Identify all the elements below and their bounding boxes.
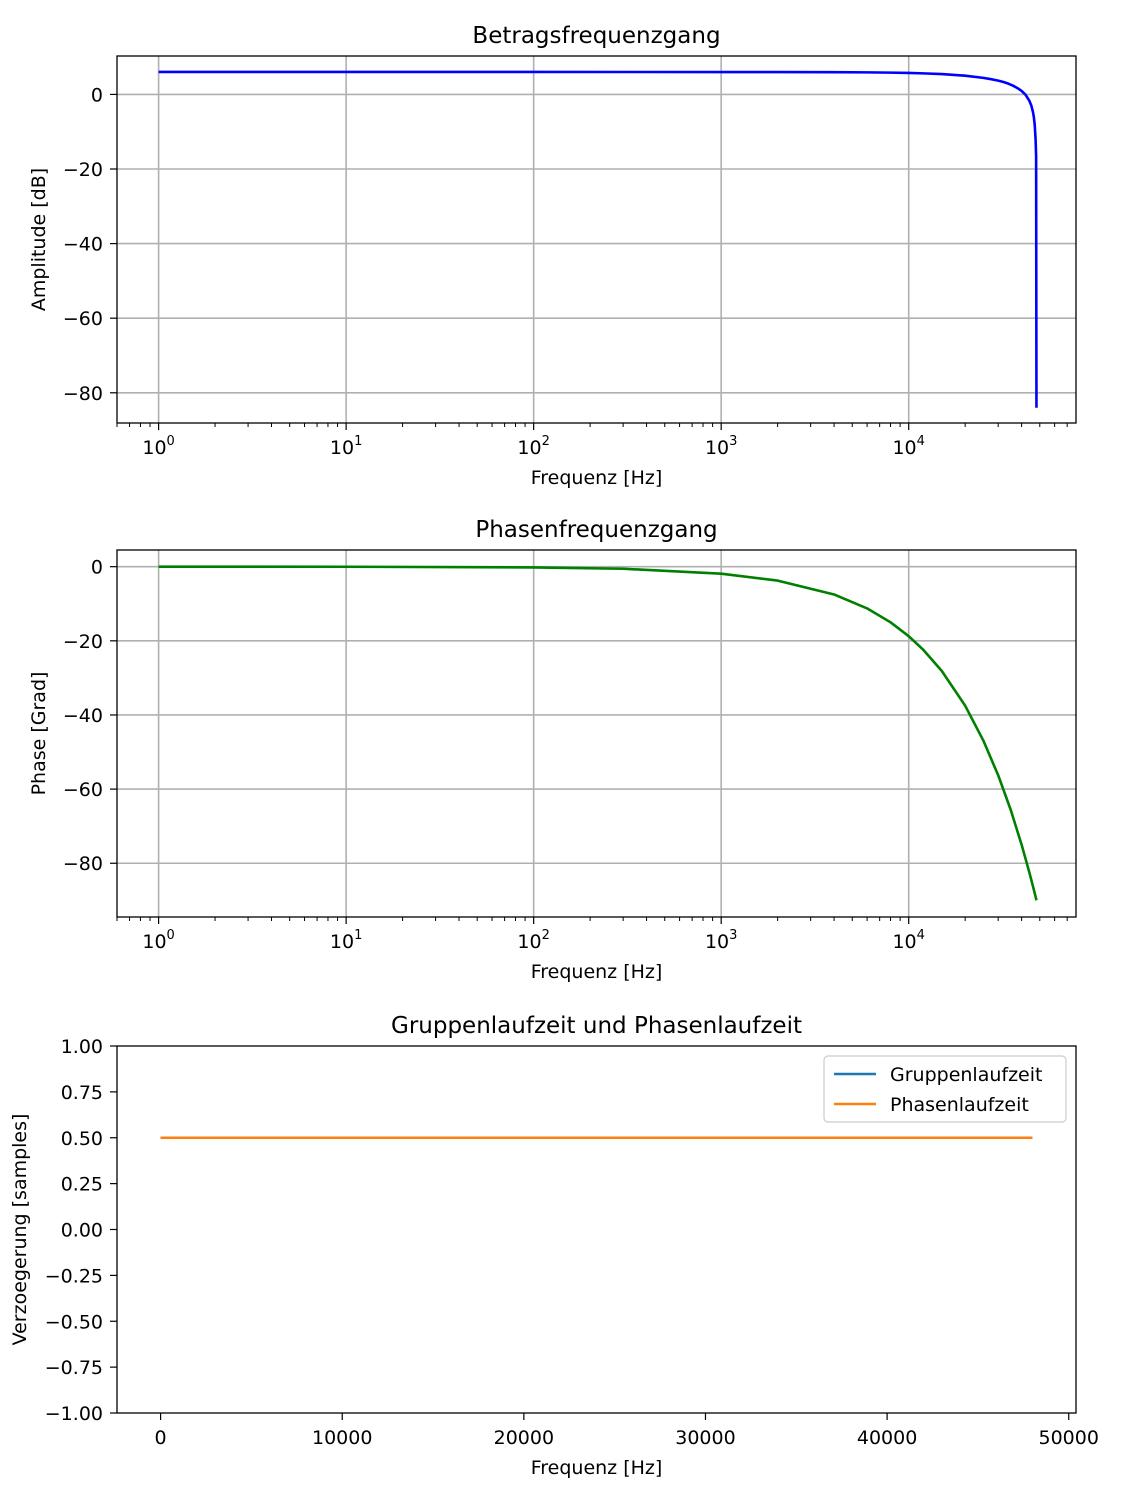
x-tick-label: 20000 [494, 1427, 554, 1449]
y-tick-label: 0.25 [61, 1174, 103, 1196]
x-tick-label: 40000 [857, 1427, 917, 1449]
y-tick-label: 0.50 [61, 1128, 103, 1150]
y-tick-label: 0 [91, 557, 103, 579]
x-tick-label: 10000 [312, 1427, 372, 1449]
y-tick-label: −80 [63, 853, 103, 875]
plot-frame [116, 55, 1077, 424]
series-line-2-0 [158, 565, 1038, 901]
x-tick-label: 102 [517, 434, 549, 459]
chart-title: Gruppenlaufzeit und Phasenlaufzeit [391, 1013, 802, 1039]
y-tick-label: −0.75 [45, 1357, 103, 1379]
plot-frame [116, 549, 1077, 918]
x-axis-label: Frequenz [Hz] [531, 1457, 663, 1479]
x-tick-label: 103 [705, 434, 737, 459]
legend-box [823, 1055, 1067, 1123]
x-tick-label: 30000 [675, 1427, 735, 1449]
y-axis-label: Amplitude [dB] [28, 168, 50, 311]
chart-title: Betragsfrequenzgang [472, 23, 720, 49]
x-tick-label: 102 [517, 928, 549, 953]
x-tick-label: 101 [330, 434, 362, 459]
chart-3: 0 10000 20000 30000 40000 50000 1.00 0.75 0.50 0.… [9, 1013, 1099, 1479]
y-tick-label: 0.00 [61, 1220, 103, 1242]
legend-label: Gruppenlaufzeit [890, 1064, 1042, 1086]
y-tick-label: −80 [63, 383, 103, 405]
y-tick-label: −40 [63, 705, 103, 727]
y-tick-label: −60 [63, 779, 103, 801]
legend: Gruppenlaufzeit Phasenlaufzeit [823, 1055, 1067, 1123]
y-tick-label: −40 [63, 234, 103, 256]
x-tick-label: 103 [705, 928, 737, 953]
y-tick-label: 0.75 [61, 1082, 103, 1104]
x-tick-label: 101 [330, 928, 362, 953]
x-axis-label: Frequenz [Hz] [531, 961, 663, 983]
x-tick-label: 50000 [1039, 1427, 1099, 1449]
y-tick-label: −20 [63, 631, 103, 653]
series-line-1-0 [158, 70, 1038, 408]
y-axis-label: Verzoegerung [samples] [9, 1114, 31, 1346]
y-tick-label: 1.00 [61, 1036, 103, 1058]
x-tick-label: 100 [142, 434, 174, 459]
chart-1: 100 101 102 103 104 0 −20 −40 −60 −80 Betragsfrequ… [28, 23, 1077, 489]
x-axis-label: Frequenz [Hz] [531, 467, 663, 489]
y-tick-label: −1.00 [45, 1403, 103, 1425]
y-axis-label: Phase [Grad] [28, 672, 50, 796]
x-tick-label: 100 [142, 928, 174, 953]
y-tick-label: 0 [91, 84, 103, 106]
chart-title: Phasenfrequenzgang [475, 517, 717, 543]
y-tick-label: −60 [63, 308, 103, 330]
y-tick-label: −0.50 [45, 1311, 103, 1333]
x-tick-label: 104 [892, 434, 924, 459]
legend-label: Phasenlaufzeit [890, 1094, 1029, 1116]
x-tick-label: 104 [892, 928, 924, 953]
chart-2: 100 101 102 103 104 0 −20 −40 −60 −80 Phasenfreque… [28, 517, 1077, 983]
x-tick-label: 0 [155, 1427, 167, 1449]
y-tick-label: −0.25 [45, 1265, 103, 1287]
y-tick-label: −20 [63, 159, 103, 181]
